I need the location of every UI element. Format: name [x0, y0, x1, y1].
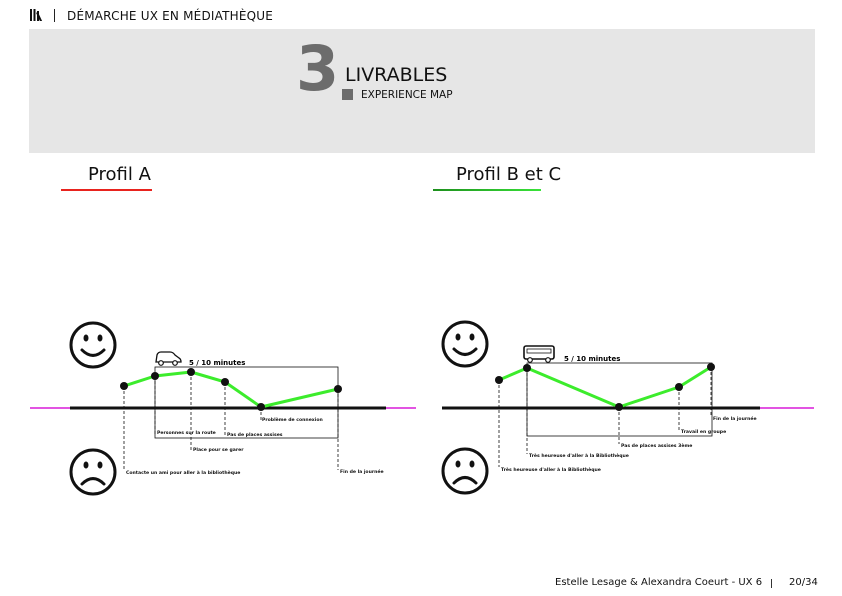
step-point [495, 376, 503, 384]
emotion-curve [123, 370, 339, 409]
footer-credit: Estelle Lesage & Alexandra Coeurt - UX 6 [555, 577, 763, 588]
step-point [151, 372, 159, 380]
step-label: Très heureuse d'aller à la Bibliothèque [501, 466, 601, 473]
step-label: Pas de places assises [227, 432, 283, 438]
profile-a-underline [61, 189, 152, 191]
step-point [334, 385, 342, 393]
step-label: Pas de places assises 3ème [621, 442, 692, 449]
sad-face-icon [69, 448, 117, 496]
step-point [675, 383, 683, 391]
step-point [707, 363, 715, 371]
step-point [221, 378, 229, 386]
duration-label: 5 / 10 minutes [189, 359, 245, 367]
step-point [120, 382, 128, 390]
profile-bc-title: Profil B et C [456, 164, 562, 185]
profile-bc-underline [433, 189, 541, 191]
step-label: Problème de connexion [262, 416, 323, 423]
profile-bc-map: 5 / 10 minutes Très heureuse d'aller à l… [441, 320, 814, 495]
page-number: 20/34 [789, 577, 818, 588]
step-point [257, 403, 265, 411]
step-point [523, 364, 531, 372]
step-label: Fin de la journée [713, 415, 757, 422]
sad-face-icon [441, 447, 489, 495]
duration-label: 5 / 10 minutes [564, 355, 620, 363]
section-subtitle: EXPERIENCE MAP [361, 89, 453, 101]
section-banner [29, 29, 815, 153]
section-number: 3 [296, 32, 339, 105]
step-label: Contacte un ami pour aller à la biblioth… [126, 469, 240, 476]
travel-duration-box [526, 362, 713, 437]
step-point [187, 368, 195, 376]
header-title: DÉMARCHE UX EN MÉDIATHÈQUE [67, 9, 274, 23]
step-label: Très heureuse d'aller à la Bibliothèque [529, 452, 629, 459]
section-number-dot [342, 89, 353, 100]
section-title: LIVRABLES [345, 64, 448, 86]
emotion-points [120, 368, 342, 411]
car-icon [155, 351, 182, 366]
emotion-points [495, 363, 715, 411]
happy-face-icon [441, 320, 489, 368]
step-label: Place pour se garer [193, 447, 244, 453]
books-icon [30, 9, 43, 21]
step-point [615, 403, 623, 411]
step-label: Travail en groupe [681, 429, 726, 435]
header-separator [54, 9, 55, 22]
happy-face-icon [69, 321, 117, 369]
profile-a-title: Profil A [88, 164, 151, 185]
travel-duration-box [154, 366, 339, 439]
step-label: Fin de la journée [340, 468, 384, 475]
profile-a-map: 5 / 10 minutes Contacte un ami pour alle… [30, 321, 416, 496]
step-label: Personnes sur la route [157, 430, 216, 436]
footer-separator [771, 579, 772, 588]
bus-icon [523, 345, 555, 363]
